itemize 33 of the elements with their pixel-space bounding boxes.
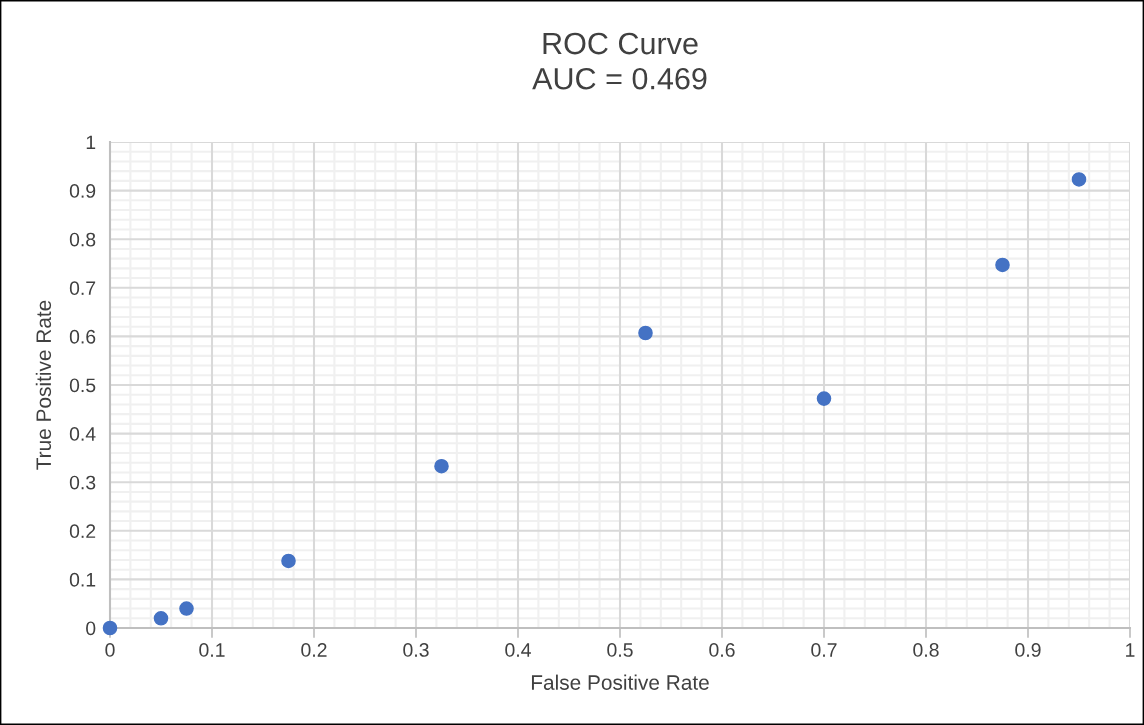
- y-axis-title: True Positive Rate: [35, 300, 52, 470]
- y-tick-label: 1: [86, 135, 96, 150]
- point: [179, 601, 194, 616]
- y-tick-label: 0.1: [69, 572, 96, 587]
- y-tick-label: 0.8: [69, 232, 96, 247]
- y-tick-label: 0.3: [69, 475, 96, 490]
- x-tick-label: 0.1: [199, 643, 225, 657]
- x-tick-label: 0.2: [301, 643, 327, 657]
- x-tick-label: 0: [105, 643, 115, 657]
- x-tick-label: 0.7: [811, 643, 837, 657]
- point: [434, 458, 449, 474]
- x-tick-label: 0.3: [403, 643, 429, 657]
- y-tick-label: 0.9: [69, 184, 96, 198]
- point: [281, 553, 296, 569]
- x-tick-label: 0.6: [709, 643, 735, 657]
- x-tick-label: 0.4: [505, 643, 531, 657]
- y-tick-label: 0.2: [69, 524, 96, 539]
- point: [638, 325, 653, 341]
- y-tick-label: 0: [86, 621, 96, 636]
- x-tick-label: 0.9: [1015, 643, 1041, 657]
- x-tick-label: 0.8: [913, 643, 939, 657]
- y-tick-label: 0.6: [69, 329, 96, 344]
- point: [1071, 172, 1087, 187]
- point: [995, 257, 1010, 273]
- y-tick-label: 0.7: [69, 281, 96, 296]
- chart-title: ROC Curve AUC = 0.469: [532, 32, 707, 90]
- x-axis-title: False Positive Rate: [531, 674, 709, 690]
- x-tick-label: 1: [1126, 643, 1135, 657]
- y-tick-label: 0.4: [69, 427, 96, 441]
- point: [816, 391, 832, 406]
- x-tick-label: 0.5: [607, 643, 633, 657]
- point: [153, 610, 169, 626]
- y-tick-label: 0.5: [69, 378, 96, 393]
